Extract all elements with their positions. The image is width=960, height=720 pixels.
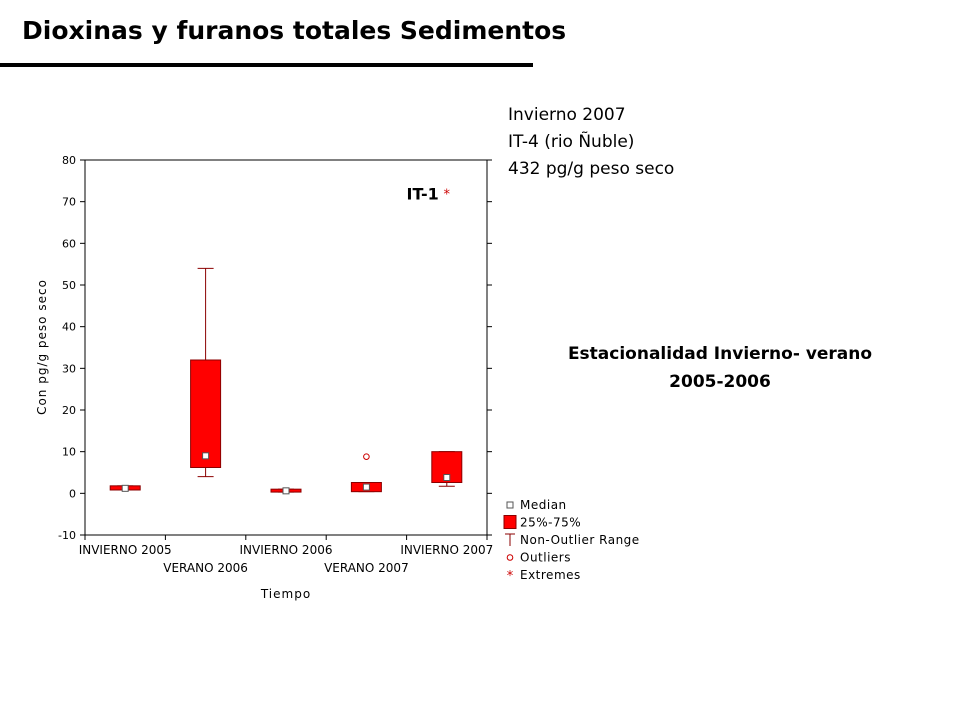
x-tick-label: INVIERNO 2007 [400,543,493,557]
legend-extreme-swatch: * [507,569,514,584]
x-tick-label: INVIERNO 2005 [79,543,172,557]
legend-entry: Non-Outlier Range [520,533,640,547]
note-line-value: 432 pg/g peso seco [508,159,675,179]
seasonality-line-2: 2005-2006 [669,372,771,392]
x-tick-label: VERANO 2007 [324,561,409,575]
note-line-season: Invierno 2007 [508,105,626,125]
y-tick-label: 20 [62,404,76,417]
y-tick-label: 40 [62,321,76,334]
extreme-marker: * [444,187,451,202]
slide-title: Dioxinas y furanos totales Sedimentos [22,16,567,45]
legend-entry: Median [520,498,567,512]
x-axis-label: Tiempo [260,587,311,601]
y-tick-label: 30 [62,362,76,375]
sample-note: Invierno 2007 IT-4 (rio Ñuble) 432 pg/g … [508,102,674,183]
note-line-site: IT-4 (rio Ñuble) [508,132,635,152]
median-marker [362,483,370,491]
legend-median-swatch [506,501,514,509]
outlier-marker [363,453,370,460]
y-tick-label: -10 [58,529,76,542]
seasonality-caption: Estacionalidad Invierno- verano 2005-200… [520,340,920,396]
y-tick-label: 50 [62,279,76,292]
title-underline [0,63,533,67]
median-marker [121,484,129,492]
legend-outlier-swatch [506,554,514,561]
y-tick-label: 80 [62,154,76,167]
y-tick-label: 60 [62,237,76,250]
y-tick-label: 0 [69,487,76,500]
x-tick-label: VERANO 2006 [163,561,248,575]
plot-frame [84,159,488,536]
y-axis-label: Con pg/g peso seco [35,279,49,415]
y-tick-label: 70 [62,196,76,209]
seasonality-line-1: Estacionalidad Invierno- verano [567,344,873,364]
median-marker [282,487,290,495]
legend-entry: 25%-75% [520,516,581,530]
legend-entry: Extremes [520,568,581,582]
x-tick-label: INVIERNO 2006 [240,543,333,557]
iqr-box [190,359,222,468]
legend-box-swatch [503,515,517,529]
annotation-label: IT-1 [407,184,439,203]
median-marker [443,474,451,481]
legend-entry: Outliers [520,551,571,565]
median-marker [202,452,210,460]
y-tick-label: 10 [62,446,76,459]
